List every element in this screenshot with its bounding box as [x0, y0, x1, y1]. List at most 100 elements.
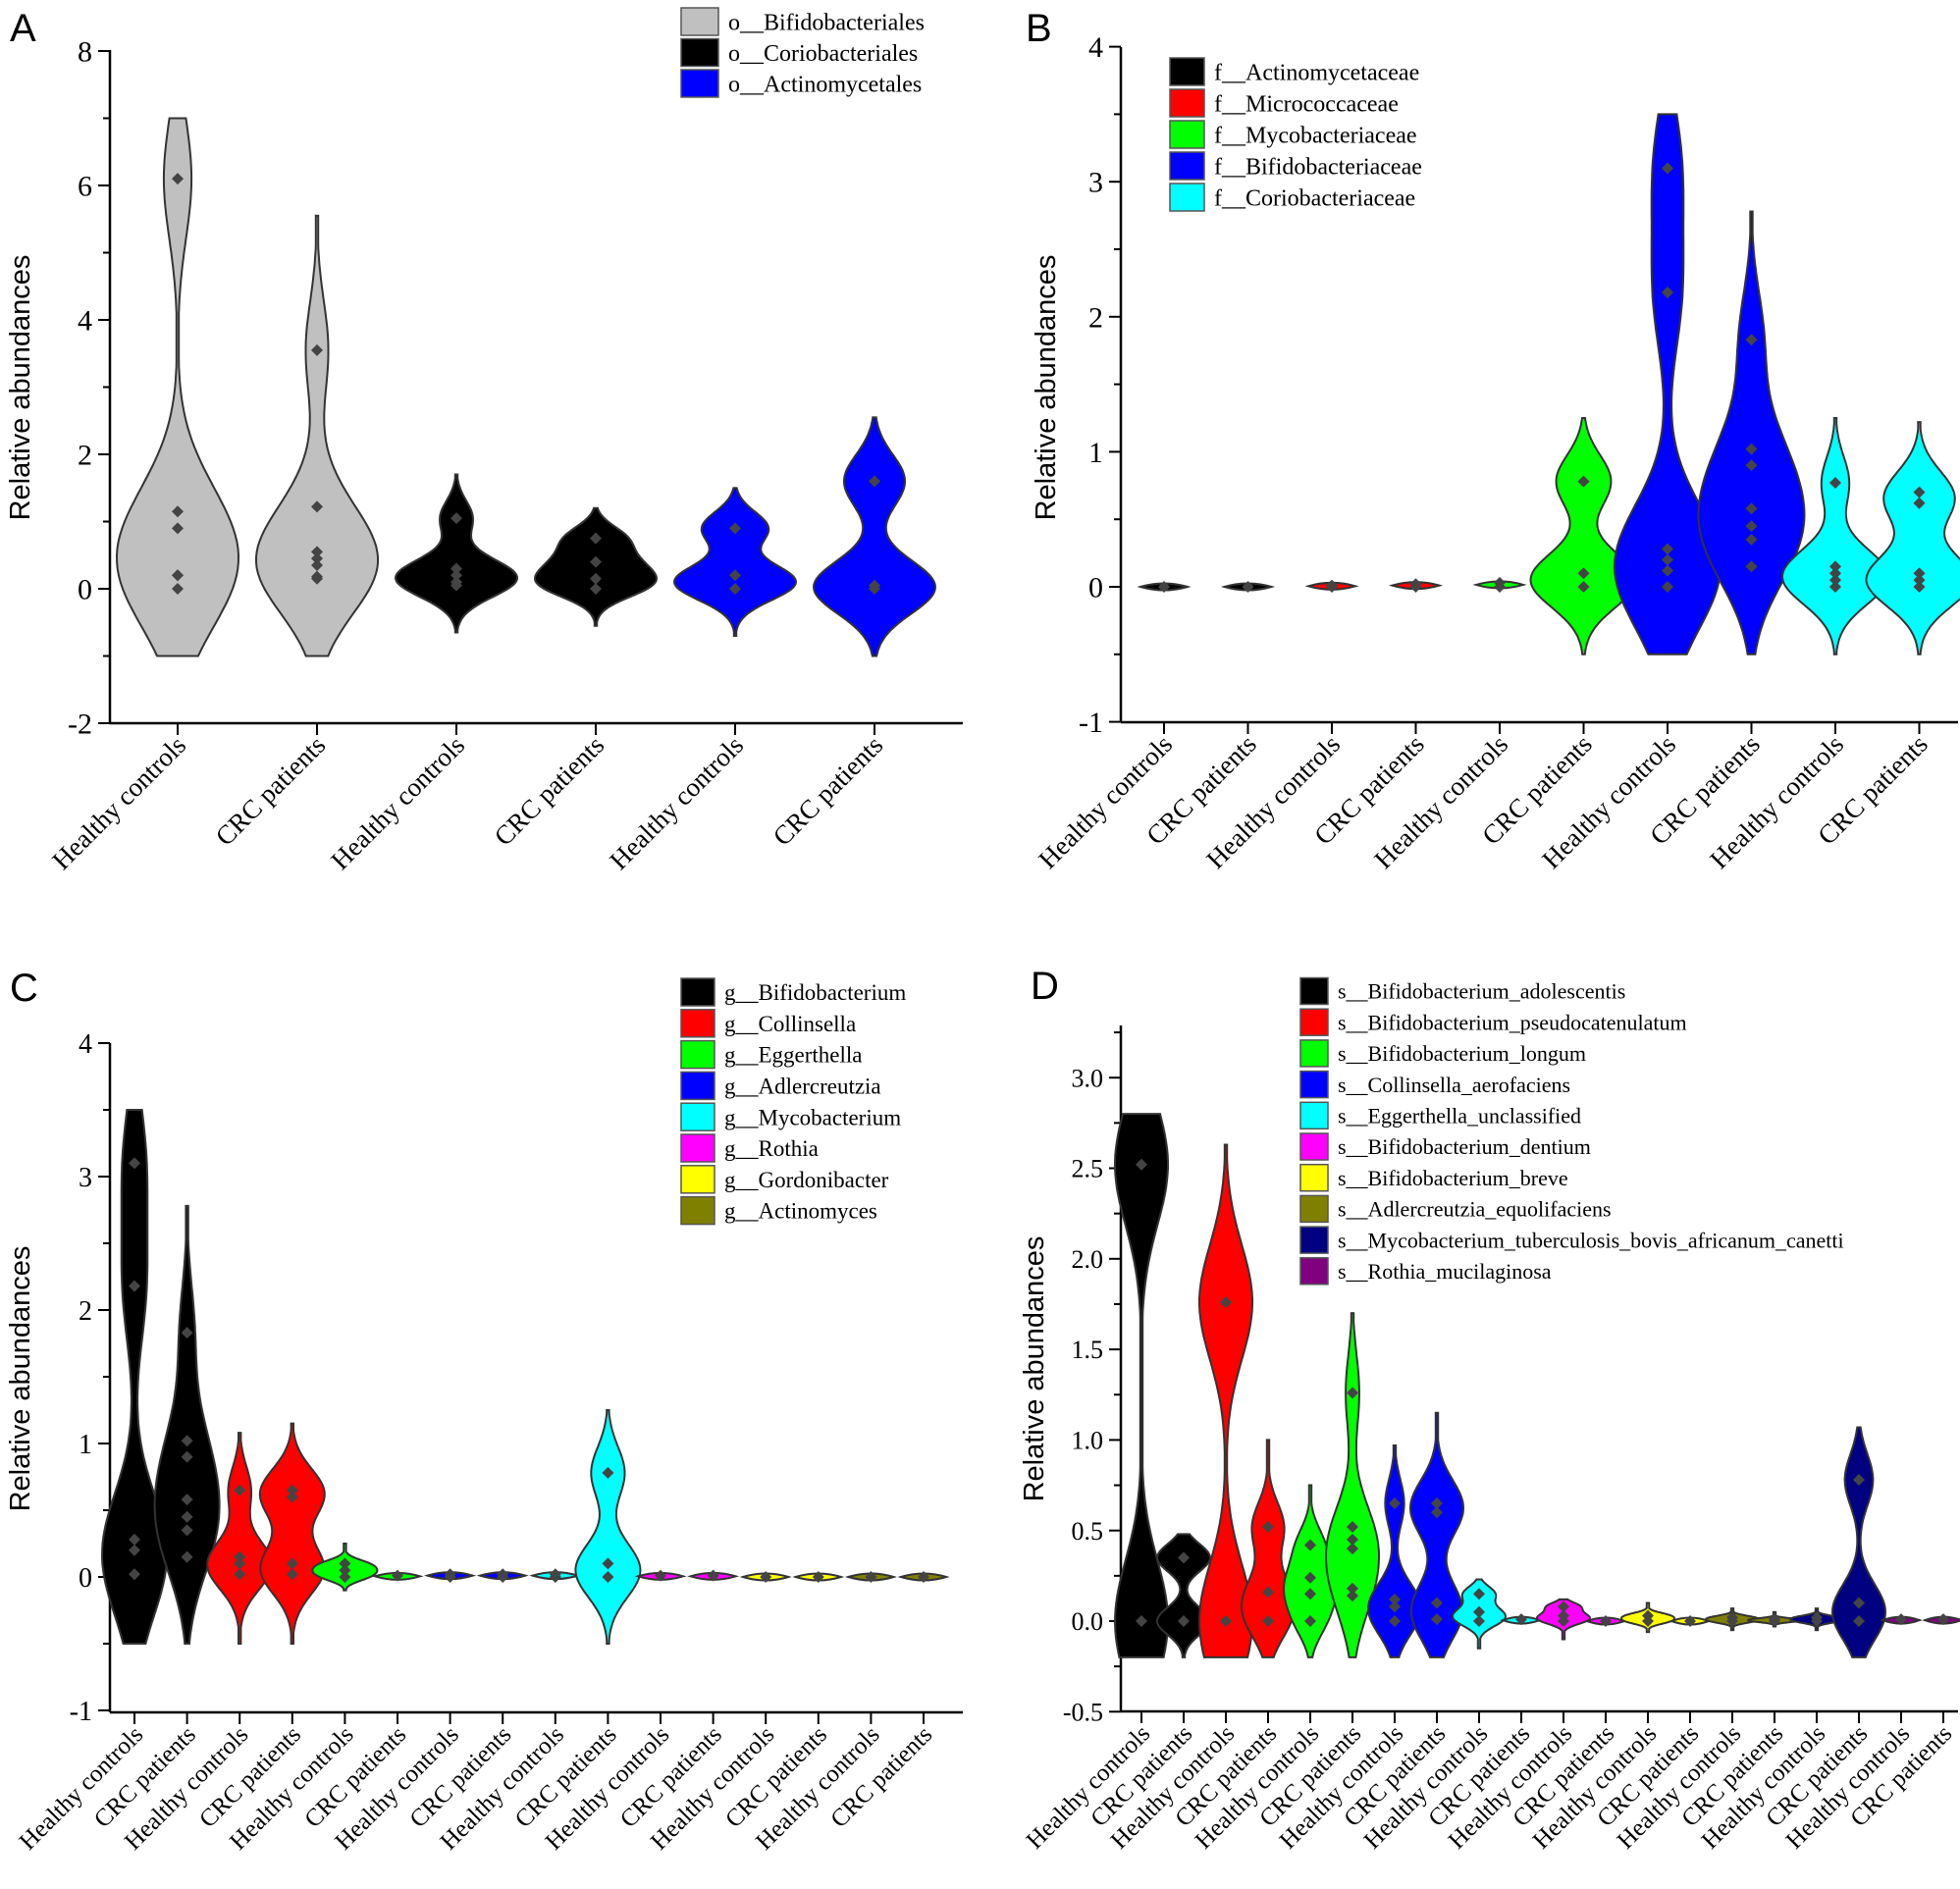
data-point — [590, 583, 602, 595]
violin — [424, 1568, 477, 1583]
legend-item: g__Actinomyces — [680, 1195, 877, 1226]
legend-swatch — [1299, 1226, 1329, 1254]
legend-item: f__Coriobacteriaceae — [1169, 183, 1415, 212]
y-tick-label: 0 — [79, 1563, 92, 1594]
data-point — [1347, 1582, 1358, 1595]
data-point — [1431, 1597, 1443, 1609]
legend-item: o__Bifidobacteriales — [680, 7, 925, 36]
panel-label: B — [1026, 7, 1052, 50]
data-point — [1389, 1593, 1401, 1605]
legend-label: f__Coriobacteriaceae — [1214, 185, 1415, 211]
data-point — [707, 1569, 719, 1582]
violin — [1865, 421, 1960, 656]
legend-swatch — [680, 1071, 715, 1101]
violin — [255, 214, 379, 657]
data-point — [1494, 581, 1506, 593]
data-point — [1642, 1615, 1654, 1627]
legend-label: g__Rothia — [724, 1136, 819, 1161]
data-point — [1913, 486, 1926, 498]
violin — [844, 1571, 897, 1583]
violin — [1197, 1143, 1254, 1658]
data-point — [590, 572, 602, 585]
legend-label: s__Bifidobacterium_pseudocatenulatum — [1338, 1010, 1687, 1034]
data-point — [1853, 1615, 1865, 1627]
legend-item: g__Collinsella — [680, 1009, 856, 1038]
data-point — [729, 583, 741, 595]
y-axis-title: Relative abundances — [1031, 255, 1062, 521]
data-point — [339, 1571, 351, 1583]
legend-label: o__Coriobacteriales — [728, 41, 918, 67]
legend-item: g__Adlercreutzia — [680, 1071, 881, 1101]
data-point — [1853, 1597, 1865, 1609]
violin-body — [672, 487, 798, 638]
legend-label: s__Bifidobacterium_adolescentis — [1338, 979, 1625, 1004]
data-point — [865, 1571, 877, 1583]
violin — [1325, 1312, 1380, 1658]
violin-body — [258, 1422, 326, 1645]
y-tick-label: 0 — [78, 574, 92, 606]
legend-swatch — [1299, 1257, 1329, 1286]
data-point — [1913, 574, 1926, 587]
violin — [1408, 1411, 1465, 1658]
legend-label: s__Eggerthella_unclassified — [1338, 1104, 1581, 1128]
data-point — [1829, 574, 1841, 587]
data-point — [1431, 1506, 1443, 1519]
data-point — [286, 1557, 298, 1570]
violin — [371, 1569, 424, 1582]
data-point — [234, 1484, 246, 1496]
violin — [792, 1571, 845, 1583]
violin — [1220, 581, 1276, 593]
data-point — [311, 500, 323, 513]
legend-swatch — [1169, 57, 1205, 86]
legend-item: g__Eggerthella — [680, 1039, 863, 1070]
legend-item: g__Bifidobacterium — [680, 977, 906, 1007]
legend-swatch — [1299, 1101, 1329, 1130]
data-point — [1347, 1543, 1358, 1555]
legend-label: s__Bifidobacterium_dentium — [1338, 1134, 1591, 1159]
data-point — [450, 562, 462, 575]
legend-swatch — [1299, 1039, 1329, 1068]
violin — [206, 1432, 274, 1645]
y-axis-title: Relative abundances — [5, 255, 36, 521]
legend-item: s__Bifidobacterium_dentium — [1299, 1132, 1591, 1161]
legend-swatch — [1169, 120, 1205, 149]
data-point — [1745, 443, 1758, 455]
violin — [1472, 576, 1527, 593]
data-point — [1136, 1615, 1147, 1627]
y-tick-label: 8 — [78, 36, 92, 69]
legend-item: o__Coriobacteriales — [680, 37, 918, 68]
legend-label: g__Mycobacterium — [724, 1105, 901, 1129]
data-point — [181, 1550, 193, 1563]
violin — [1704, 1607, 1761, 1632]
data-point — [1262, 1615, 1274, 1627]
data-point — [181, 1510, 193, 1523]
y-axis-title: Relative abundances — [5, 1246, 36, 1512]
legend-label: s__Bifidobacterium_breve — [1338, 1166, 1568, 1190]
data-point — [172, 522, 184, 535]
legend-swatch — [1299, 1194, 1329, 1224]
data-point — [339, 1557, 351, 1570]
data-point — [286, 1491, 298, 1503]
data-point — [1242, 581, 1254, 593]
data-point — [172, 173, 184, 185]
violin — [311, 1543, 379, 1592]
legend-item: s__Bifidobacterium_pseudocatenulatum — [1299, 1008, 1687, 1036]
violin-body — [1865, 421, 1960, 656]
data-point — [869, 583, 880, 595]
y-tick-label: -1 — [70, 1697, 92, 1727]
data-point — [869, 475, 880, 488]
data-point — [1262, 1586, 1274, 1599]
data-point — [1937, 1613, 1949, 1626]
legend-label: s__Mycobacterium_tuberculosis_bovis_afri… — [1338, 1228, 1844, 1252]
data-point — [129, 1280, 140, 1292]
data-point — [602, 1557, 614, 1570]
legend-label: f__Mycobacteriaceae — [1214, 123, 1417, 148]
data-point — [181, 1435, 193, 1447]
data-point — [234, 1557, 246, 1570]
legend-label: g__Bifidobacterium — [724, 980, 906, 1005]
violin — [1788, 1607, 1845, 1632]
data-point — [1178, 1551, 1190, 1564]
violin — [1304, 579, 1359, 593]
